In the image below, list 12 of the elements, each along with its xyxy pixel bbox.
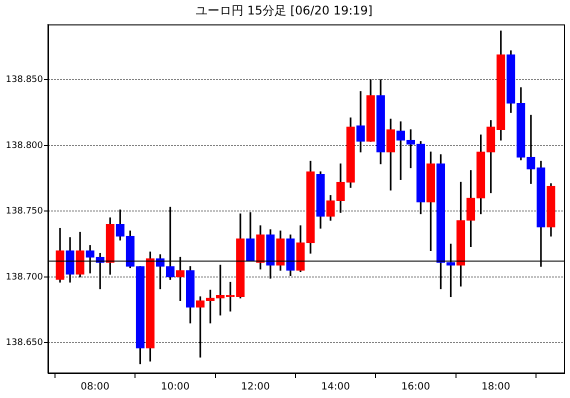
y-tick-label: 138.650 xyxy=(6,338,44,348)
y-tick-label: 138.800 xyxy=(6,140,44,151)
y-tick-label: 138.700 xyxy=(6,272,44,282)
x-tick-label: 12:00 xyxy=(240,382,270,393)
y-tick-label: 138.750 xyxy=(6,206,44,217)
x-tick-label: 08:00 xyxy=(80,382,110,393)
x-tick-label: 14:00 xyxy=(321,382,350,393)
y-tick-label: 138.850 xyxy=(6,74,44,85)
x-tick-label: 18:00 xyxy=(481,382,510,393)
chart-title: ユーロ円 15分足 [06/20 19:19] xyxy=(195,3,373,18)
x-tick-label: 16:00 xyxy=(401,382,430,393)
x-tick-label: 10:00 xyxy=(160,382,190,393)
